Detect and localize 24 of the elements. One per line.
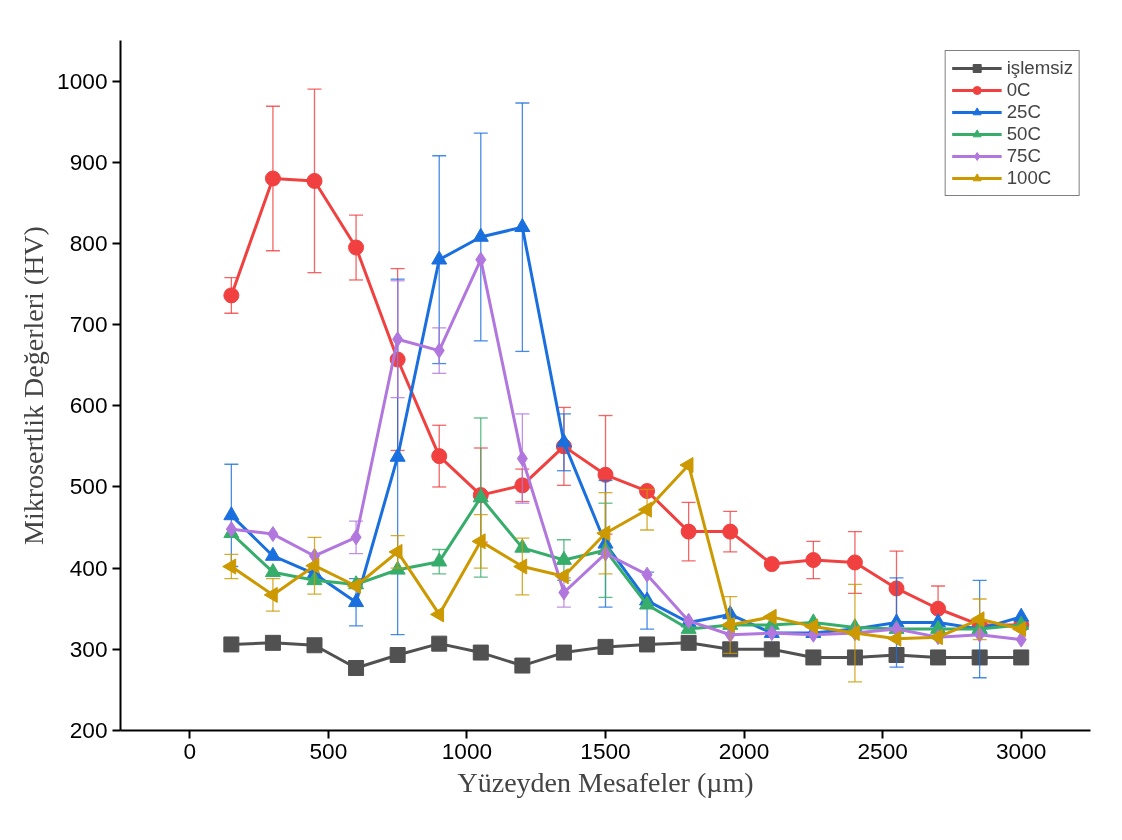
- y-tick-label: 1000: [57, 67, 108, 94]
- legend-label: işlemsiz: [1006, 57, 1073, 79]
- x-tick-label: 2500: [857, 737, 908, 764]
- x-tick-label: 0: [183, 737, 197, 764]
- x-axis-title: Yüzeyden Mesafeler (µm): [457, 766, 754, 798]
- y-tick-label: 900: [69, 148, 108, 175]
- x-tick-label: 500: [309, 737, 348, 764]
- y-tick-label: 800: [69, 229, 108, 256]
- y-tick-label: 200: [69, 717, 108, 743]
- legend-label: 75C: [1006, 145, 1041, 167]
- legend-label: 25C: [1006, 101, 1041, 123]
- legend-label: 50C: [1006, 123, 1041, 145]
- y-tick-label: 600: [69, 392, 108, 419]
- legend-label: 0C: [1006, 79, 1031, 101]
- y-tick-label: 300: [69, 635, 108, 662]
- y-axis-title: Mikrosertlik Değerleri (HV): [18, 226, 50, 545]
- y-tick-label: 400: [69, 554, 108, 581]
- x-tick-label: 1500: [580, 737, 631, 764]
- legend-label: 100C: [1006, 167, 1052, 189]
- x-tick-label: 3000: [996, 737, 1047, 764]
- y-tick-label: 700: [69, 311, 108, 338]
- y-tick-label: 500: [69, 473, 108, 500]
- x-tick-label: 1000: [441, 737, 493, 764]
- x-tick-label: 2000: [718, 737, 770, 764]
